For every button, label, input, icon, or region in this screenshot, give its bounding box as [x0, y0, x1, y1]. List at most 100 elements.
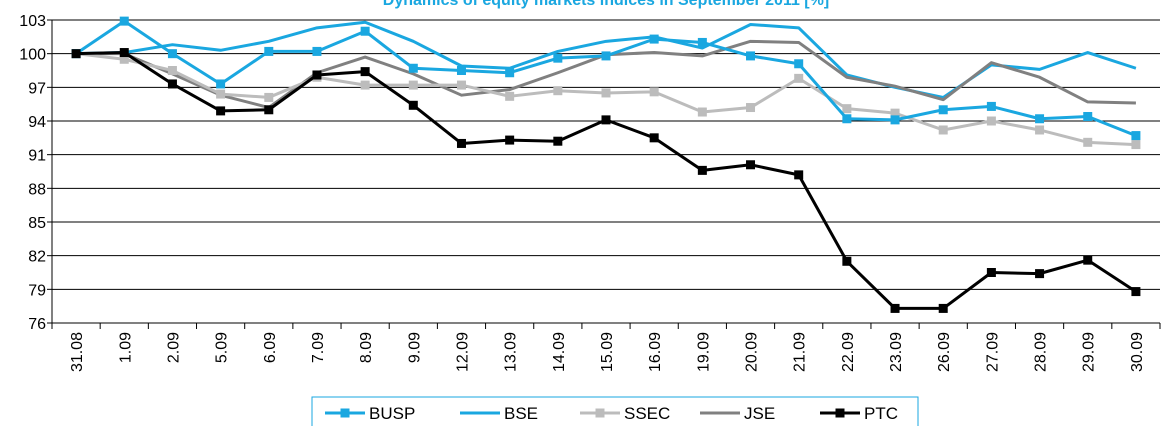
legend-label: JSE — [744, 404, 775, 423]
x-tick-label: 2.09 — [165, 332, 182, 363]
data-point-busp — [312, 46, 322, 56]
data-point-ssec — [264, 92, 274, 102]
data-point-busp — [167, 49, 177, 59]
x-tick-label: 21.09 — [792, 332, 809, 372]
y-tick-label: 76 — [28, 316, 46, 333]
legend-item-ptc: PTC — [820, 404, 898, 423]
data-point-busp — [553, 53, 563, 63]
data-point-ptc — [697, 165, 707, 175]
x-tick-label: 12.09 — [454, 332, 471, 372]
x-tick-label: 5.09 — [214, 332, 231, 363]
series-ptc — [71, 48, 1141, 313]
legend-label: BUSP — [369, 404, 415, 423]
data-point-busp — [649, 34, 659, 44]
data-point-ptc — [601, 115, 611, 125]
data-point-ptc — [842, 256, 852, 266]
y-tick-label: 100 — [19, 47, 46, 64]
y-tick-label: 94 — [28, 114, 46, 131]
data-point-ssec — [890, 108, 900, 118]
data-point-busp — [264, 46, 274, 56]
legend-swatch-marker — [835, 408, 845, 418]
data-point-ssec — [746, 103, 756, 113]
y-tick-label: 85 — [28, 215, 46, 232]
data-point-ptc — [312, 70, 322, 80]
data-point-ptc — [1131, 287, 1141, 297]
data-point-ssec — [697, 107, 707, 117]
legend-item-ssec: SSEC — [580, 404, 670, 423]
x-tick-label: 9.09 — [406, 332, 423, 363]
data-point-busp — [1131, 131, 1141, 141]
x-tick-label: 27.09 — [984, 332, 1001, 372]
y-tick-label: 82 — [28, 249, 46, 266]
data-point-busp — [119, 16, 129, 26]
legend-item-busp: BUSP — [325, 404, 415, 423]
data-point-busp — [216, 79, 226, 89]
data-point-ptc — [505, 135, 515, 145]
data-point-ssec — [119, 54, 129, 64]
legend-swatch-marker — [340, 408, 350, 418]
data-point-ptc — [1083, 255, 1093, 265]
x-tick-label: 19.09 — [695, 332, 712, 372]
x-tick-label: 23.09 — [888, 332, 905, 372]
data-point-busp — [456, 66, 466, 75]
x-tick-label: 20.09 — [744, 332, 761, 372]
legend-label: PTC — [864, 404, 898, 423]
data-point-ssec — [505, 91, 515, 101]
data-point-busp — [360, 26, 370, 36]
data-point-ssec — [938, 125, 948, 135]
series-busp — [71, 16, 1141, 141]
data-point-ptc — [890, 303, 900, 313]
x-tick-label: 28.09 — [1033, 332, 1050, 372]
data-point-busp — [1083, 112, 1093, 122]
data-point-ssec — [986, 116, 996, 126]
x-tick-label: 8.09 — [358, 332, 375, 363]
data-point-busp — [842, 114, 852, 124]
data-point-ptc — [553, 136, 563, 146]
data-point-ssec — [360, 80, 370, 90]
data-point-ssec — [794, 73, 804, 83]
legend-item-bse: BSE — [460, 404, 538, 423]
data-point-ptc — [938, 303, 948, 313]
data-point-ssec — [1035, 125, 1045, 135]
data-point-ptc — [71, 49, 81, 59]
data-point-busp — [938, 105, 948, 115]
y-tick-label: 88 — [28, 181, 46, 198]
x-tick-label: 14.09 — [551, 332, 568, 372]
series-ssec — [71, 49, 1141, 150]
data-point-ssec — [456, 80, 466, 90]
data-point-ptc — [216, 106, 226, 116]
x-tick-label: 29.09 — [1081, 332, 1098, 372]
data-point-ptc — [264, 105, 274, 115]
data-point-ssec — [842, 104, 852, 114]
data-point-ptc — [794, 170, 804, 180]
data-point-busp — [697, 37, 707, 47]
legend-item-jse: JSE — [700, 404, 775, 423]
y-tick-label: 91 — [28, 148, 46, 165]
data-point-busp — [890, 115, 900, 125]
chart-title: Dynamics of equity markets indices in Se… — [383, 0, 829, 9]
data-point-busp — [794, 59, 804, 69]
x-tick-label: 22.09 — [840, 332, 857, 372]
x-tick-label: 26.09 — [936, 332, 953, 372]
legend-label: SSEC — [624, 404, 670, 423]
data-point-ssec — [553, 86, 563, 96]
data-point-ptc — [746, 160, 756, 170]
x-tick-label: 15.09 — [599, 332, 616, 372]
data-point-ptc — [649, 133, 659, 143]
data-point-ptc — [167, 79, 177, 89]
data-point-ptc — [408, 100, 418, 110]
data-point-ssec — [216, 89, 226, 99]
x-tick-label: 31.08 — [69, 332, 86, 372]
data-point-ptc — [986, 268, 996, 277]
x-tick-label: 16.09 — [647, 332, 664, 372]
data-point-busp — [505, 68, 515, 78]
data-point-busp — [408, 63, 418, 73]
legend-label: BSE — [504, 404, 538, 423]
data-point-ptc — [1035, 269, 1045, 279]
x-tick-label: 7.09 — [310, 332, 327, 363]
y-tick-label: 79 — [28, 282, 46, 299]
legend-swatch-marker — [595, 408, 605, 418]
data-point-ssec — [408, 80, 418, 90]
data-point-ssec — [167, 66, 177, 75]
